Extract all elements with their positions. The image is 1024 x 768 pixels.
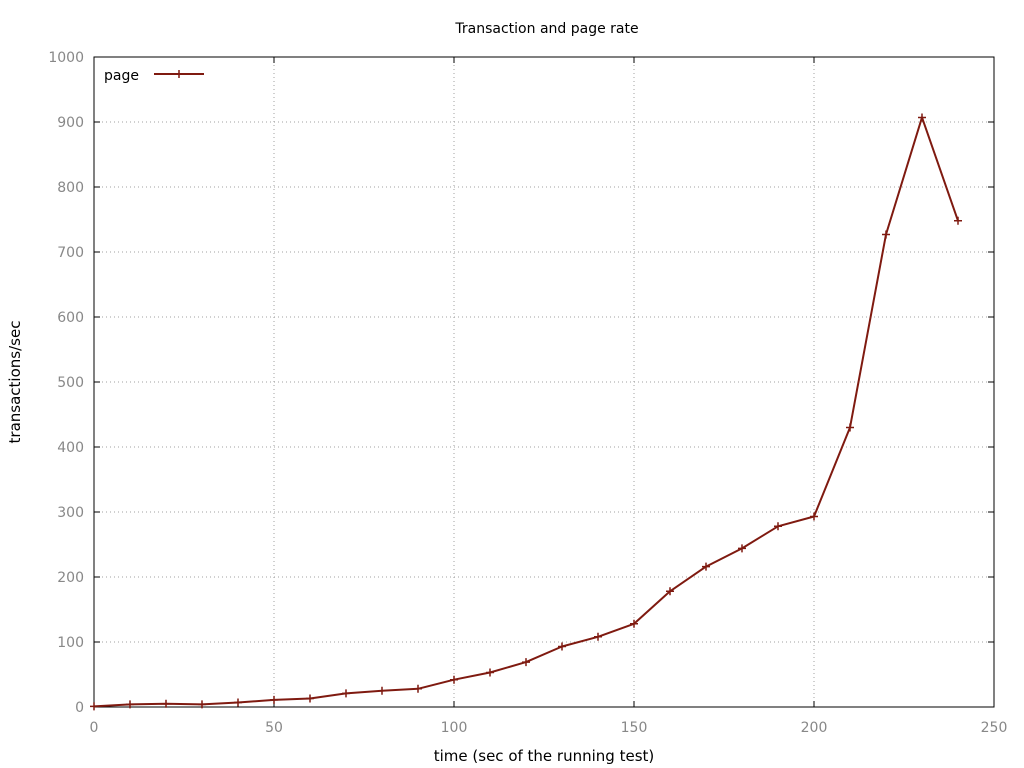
x-tick-label: 0 [90, 720, 99, 736]
legend: page [104, 68, 204, 84]
data-point [954, 216, 962, 225]
y-tick-label: 500 [57, 375, 84, 391]
series-layer [90, 113, 962, 711]
data-point [234, 698, 242, 707]
x-tick-label: 50 [265, 720, 283, 736]
data-point [846, 423, 854, 432]
x-tick-label: 250 [981, 720, 1008, 736]
x-tick-label: 150 [621, 720, 648, 736]
data-point [882, 230, 890, 239]
x-tick-label: 100 [441, 720, 468, 736]
x-axis-label: time (sec of the running test) [434, 747, 655, 765]
legend-marker-page [175, 70, 183, 78]
chart-title: Transaction and page rate [454, 21, 638, 37]
data-point [270, 695, 278, 704]
data-point [810, 512, 818, 521]
y-tick-label: 1000 [48, 50, 84, 66]
data-point [486, 668, 494, 677]
axes-ticks: 0 50 100 150 200 250 0 100 200 300 400 500 600 700 800… [48, 50, 1007, 736]
data-point [558, 642, 566, 651]
data-point [738, 544, 746, 553]
data-point [162, 699, 170, 708]
series-line-page [93, 116, 959, 708]
data-point [702, 562, 710, 571]
y-tick-label: 0 [75, 700, 84, 716]
y-tick-label: 100 [57, 635, 84, 651]
data-point [918, 113, 926, 122]
data-point [198, 700, 206, 709]
data-point [414, 684, 422, 693]
data-point [90, 702, 98, 711]
data-point [450, 675, 458, 684]
y-tick-label: 300 [57, 505, 84, 521]
data-point [522, 658, 530, 667]
data-point [306, 694, 314, 703]
grid [94, 57, 994, 707]
data-point [126, 700, 134, 709]
data-point [342, 689, 350, 698]
data-point [378, 686, 386, 695]
legend-label-page: page [104, 68, 139, 84]
data-point [630, 619, 638, 628]
y-tick-label: 700 [57, 245, 84, 261]
x-tick-label: 200 [801, 720, 828, 736]
data-point [774, 522, 782, 531]
y-tick-label: 400 [57, 440, 84, 456]
data-point [666, 587, 674, 596]
y-tick-label: 900 [57, 115, 84, 131]
y-tick-label: 600 [57, 310, 84, 326]
y-axis-label: transactions/sec [6, 321, 24, 444]
data-point [594, 632, 602, 641]
y-tick-label: 200 [57, 570, 84, 586]
y-tick-label: 800 [57, 180, 84, 196]
